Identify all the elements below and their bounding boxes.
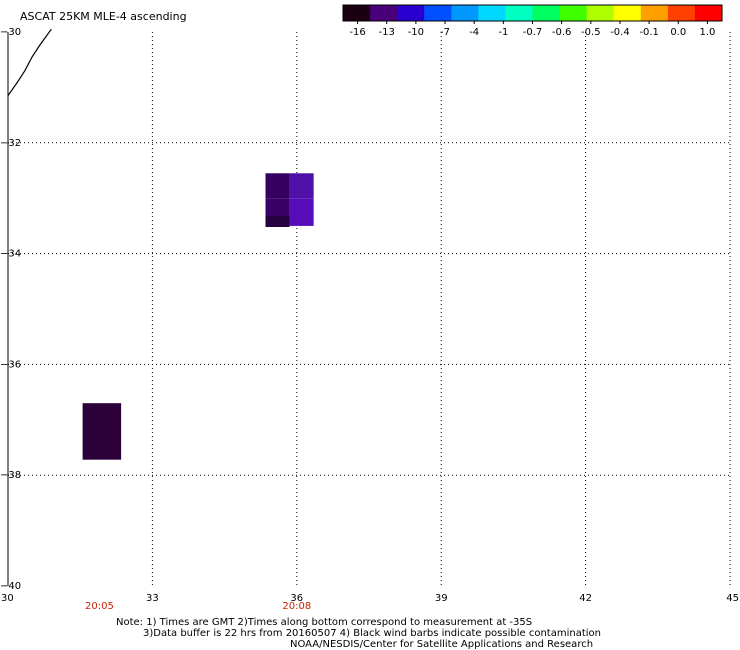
colorbar-segment <box>640 5 669 21</box>
y-tick-label: −30 <box>0 27 21 38</box>
note-line-3: NOAA/NESDIS/Center for Satellite Applica… <box>290 639 594 650</box>
note-line-2: 3)Data buffer is 22 hrs from 20160507 4)… <box>143 628 601 639</box>
colorbar-label: -0.6 <box>552 27 572 38</box>
note-line-1: Note: 1) Times are GMT 2)Times along bot… <box>116 617 533 628</box>
colorbar-segment <box>451 5 479 21</box>
x-tick-label: 30 <box>1 593 14 604</box>
colorbar-segment <box>532 5 561 21</box>
colorbar-label: -16 <box>349 27 365 38</box>
colorbar-label: 1.0 <box>699 27 715 38</box>
colorbar-segment <box>343 5 371 21</box>
colorbar-segment <box>505 5 533 21</box>
time-label: 20:05 <box>85 601 114 612</box>
colorbar-label: -0.1 <box>639 27 659 38</box>
colorbar-segment <box>586 5 615 21</box>
x-tick-label: 39 <box>435 593 448 604</box>
colorbar-label: -4 <box>469 27 479 38</box>
colorbar-label: -0.4 <box>610 27 630 38</box>
time-labels: 20:05 20:08 <box>85 601 311 612</box>
colorbar-segment <box>613 5 642 21</box>
time-label: 20:08 <box>282 601 311 612</box>
data-cell <box>289 198 314 226</box>
y-tick-label: −36 <box>0 359 21 370</box>
data-cell <box>265 215 290 228</box>
y-tick-label: −32 <box>0 138 21 149</box>
grid <box>7 32 731 586</box>
y-tick-label: −34 <box>0 249 21 260</box>
colorbar-segment <box>397 5 425 21</box>
colorbar-label: -7 <box>440 27 450 38</box>
colorbar-label: -0.7 <box>523 27 543 38</box>
data-cell <box>289 173 314 199</box>
x-tick-label: 42 <box>579 593 592 604</box>
colorbar-segment <box>478 5 506 21</box>
colorbar-segment <box>370 5 398 21</box>
x-tick-label: 45 <box>726 593 739 604</box>
colorbar-label: -1 <box>498 27 508 38</box>
data-cell <box>265 173 290 199</box>
colorbar-segment <box>667 5 696 21</box>
colorbar-segment <box>424 5 452 21</box>
colorbar-segment <box>559 5 588 21</box>
coastline <box>7 28 52 97</box>
data-cells <box>82 173 314 460</box>
colorbar-label: 0.0 <box>670 27 686 38</box>
colorbar-segment <box>694 5 723 21</box>
x-tick-label: 36 <box>290 593 303 604</box>
coastline-path <box>7 28 52 97</box>
colorbar: -16 -13 -10 -7 -4 -1 -0.7 -0.6 -0.5 -0.4 -0.1 0.0 1.… <box>342 4 723 38</box>
y-tick-label: −40 <box>0 581 21 592</box>
colorbar-label: -0.5 <box>581 27 601 38</box>
x-tick-label: 33 <box>146 593 159 604</box>
data-cell <box>82 403 122 460</box>
colorbar-label: -10 <box>408 27 424 38</box>
map-title: ASCAT 25KM MLE-4 ascending <box>20 10 187 23</box>
colorbar-label: -13 <box>379 27 395 38</box>
y-tick-label: −38 <box>0 470 21 481</box>
